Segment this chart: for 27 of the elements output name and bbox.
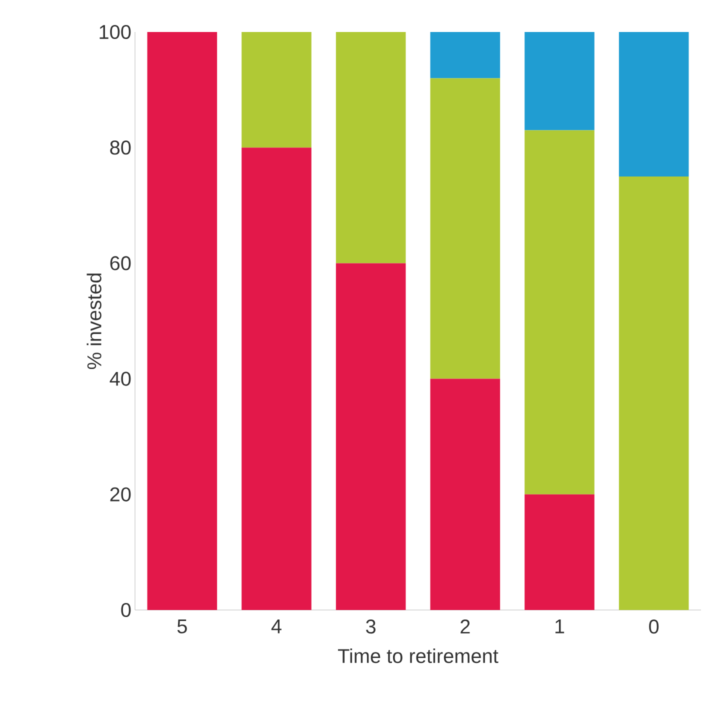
bar bbox=[336, 263, 406, 610]
x-tick-label: 1 bbox=[555, 620, 564, 634]
x-tick-label: 2 bbox=[460, 620, 470, 634]
y-tick-label: 0 bbox=[121, 602, 131, 618]
x-tick-label: 3 bbox=[366, 620, 376, 634]
bar bbox=[147, 32, 218, 610]
bar bbox=[242, 32, 312, 148]
bar bbox=[430, 78, 500, 379]
y-axis-title: % invested bbox=[86, 274, 102, 370]
x-tick-label: 0 bbox=[649, 620, 659, 634]
bar bbox=[242, 148, 312, 610]
y-tick-label: 40 bbox=[110, 372, 131, 386]
bar bbox=[618, 176, 689, 610]
bar bbox=[336, 32, 406, 264]
bar bbox=[524, 130, 594, 494]
x-tick-label: 4 bbox=[271, 620, 282, 634]
bar bbox=[430, 32, 500, 78]
y-tick-label: 100 bbox=[100, 24, 131, 40]
y-tick-label: 80 bbox=[110, 140, 131, 155]
x-tick-label: 5 bbox=[177, 620, 187, 634]
bar bbox=[524, 32, 594, 130]
bar bbox=[618, 32, 689, 176]
y-tick-label: 60 bbox=[110, 256, 131, 270]
x-axis-title: Time to retirement bbox=[338, 648, 498, 664]
bar bbox=[430, 378, 500, 610]
y-tick-label: 20 bbox=[110, 487, 131, 502]
bar bbox=[524, 494, 594, 610]
